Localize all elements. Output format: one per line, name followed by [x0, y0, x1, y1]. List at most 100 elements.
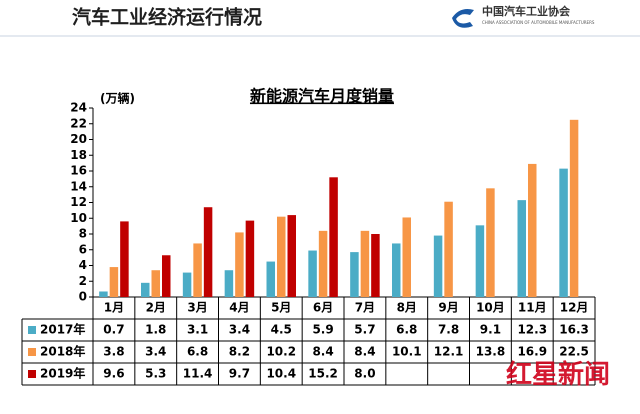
logo: 中国汽车工业协会 CHINA ASSOCIATION OF AUTOMOBILE… [452, 4, 595, 28]
table-value: 3.4 [229, 323, 250, 337]
y-axis-label: (万辆) [100, 91, 135, 106]
y-tick-label: 10 [70, 211, 87, 225]
x-tick-label: 4月 [229, 301, 249, 315]
table-value: 4.5 [271, 323, 292, 337]
legend-swatch [28, 326, 36, 334]
bar [287, 215, 296, 297]
table-value: 11.4 [183, 367, 213, 381]
bar [308, 250, 317, 297]
bar [360, 230, 370, 297]
table-value: 1.8 [145, 323, 166, 337]
bar [528, 163, 537, 297]
bar [486, 188, 495, 297]
x-tick-label: 3月 [187, 301, 207, 315]
table-value: 3.1 [187, 323, 208, 337]
table-value: 6.8 [396, 323, 417, 337]
table-value: 8.2 [229, 345, 250, 359]
table-value: 5.9 [312, 323, 333, 337]
bar [151, 270, 160, 297]
legend-label: 2018年 [40, 344, 85, 359]
x-tick-label: 1月 [104, 301, 124, 315]
bar [224, 270, 234, 297]
y-tick-label: 6 [79, 242, 87, 256]
y-tick-label: 16 [70, 164, 87, 178]
bar [475, 225, 485, 297]
table-value: 10.4 [266, 367, 296, 381]
table-value: 10.2 [266, 345, 296, 359]
legend-swatch [28, 348, 36, 356]
table-value: 9.7 [229, 367, 250, 381]
table-value: 15.2 [308, 367, 338, 381]
x-tick-label: 2月 [146, 301, 166, 315]
table-value: 5.3 [145, 367, 166, 381]
x-tick-label: 8月 [397, 301, 417, 315]
bar [266, 261, 275, 297]
bar [402, 217, 411, 297]
bar [120, 221, 129, 297]
x-tick-label: 12月 [560, 301, 589, 315]
bar [277, 216, 286, 297]
x-tick-label: 11月 [518, 301, 547, 315]
y-tick-label: 0 [79, 290, 87, 304]
legend-label: 2019年 [40, 366, 85, 381]
y-tick-label: 8 [79, 227, 87, 241]
table-value: 16.3 [559, 323, 589, 337]
table-value: 7.8 [438, 323, 459, 337]
bar [193, 243, 202, 297]
table-value: 3.8 [103, 345, 124, 359]
table-value: 8.4 [312, 345, 333, 359]
bar [99, 291, 108, 297]
y-tick-label: 20 [70, 132, 87, 146]
org-name-en: CHINA ASSOCIATION OF AUTOMOBILE MANUFACT… [482, 20, 595, 25]
table-value: 5.7 [354, 323, 375, 337]
bar [235, 232, 244, 297]
org-name: 中国汽车工业协会 [482, 4, 571, 18]
header-title: 汽车工业经济运行情况 [72, 6, 262, 29]
bar [203, 207, 213, 297]
x-tick-label: 5月 [271, 301, 291, 315]
bar [350, 252, 359, 297]
x-tick-label: 9月 [438, 301, 458, 315]
table-value: 16.9 [517, 345, 547, 359]
bar [371, 234, 380, 297]
bar [182, 272, 192, 297]
table-value: 8.0 [354, 367, 375, 381]
bar [329, 177, 338, 297]
y-tick-label: 2 [79, 274, 87, 288]
bar [433, 235, 443, 297]
table-value: 9.1 [480, 323, 501, 337]
y-tick-label: 24 [70, 101, 87, 115]
table-value: 22.5 [559, 345, 589, 359]
x-tick-label: 7月 [355, 301, 375, 315]
logo-mark [452, 9, 474, 28]
bar [109, 267, 119, 297]
chart-title: 新能源汽车月度销量 [250, 87, 394, 106]
y-tick-label: 18 [70, 148, 87, 162]
table-value: 8.4 [354, 345, 375, 359]
table-value: 10.1 [392, 345, 422, 359]
bar [517, 200, 526, 297]
y-tick-label: 22 [70, 116, 87, 130]
table-value: 0.7 [103, 323, 124, 337]
bar [141, 282, 150, 297]
y-tick-label: 14 [70, 179, 87, 193]
table-value: 12.3 [517, 323, 547, 337]
legend-swatch [28, 370, 36, 378]
legend-label: 2017年 [40, 322, 85, 337]
bar [318, 230, 328, 297]
table-value: 13.8 [476, 345, 506, 359]
bar [569, 119, 579, 297]
bar [245, 220, 255, 297]
bar [559, 168, 568, 297]
x-tick-label: 6月 [313, 301, 333, 315]
watermark: 红星新闻 [506, 359, 610, 390]
table-value: 6.8 [187, 345, 208, 359]
bar [392, 243, 401, 297]
x-tick-label: 10月 [476, 301, 505, 315]
bar [444, 201, 453, 297]
y-tick-label: 4 [79, 258, 87, 272]
table-value: 9.6 [103, 367, 124, 381]
bar [162, 255, 171, 297]
y-tick-label: 12 [70, 195, 87, 209]
